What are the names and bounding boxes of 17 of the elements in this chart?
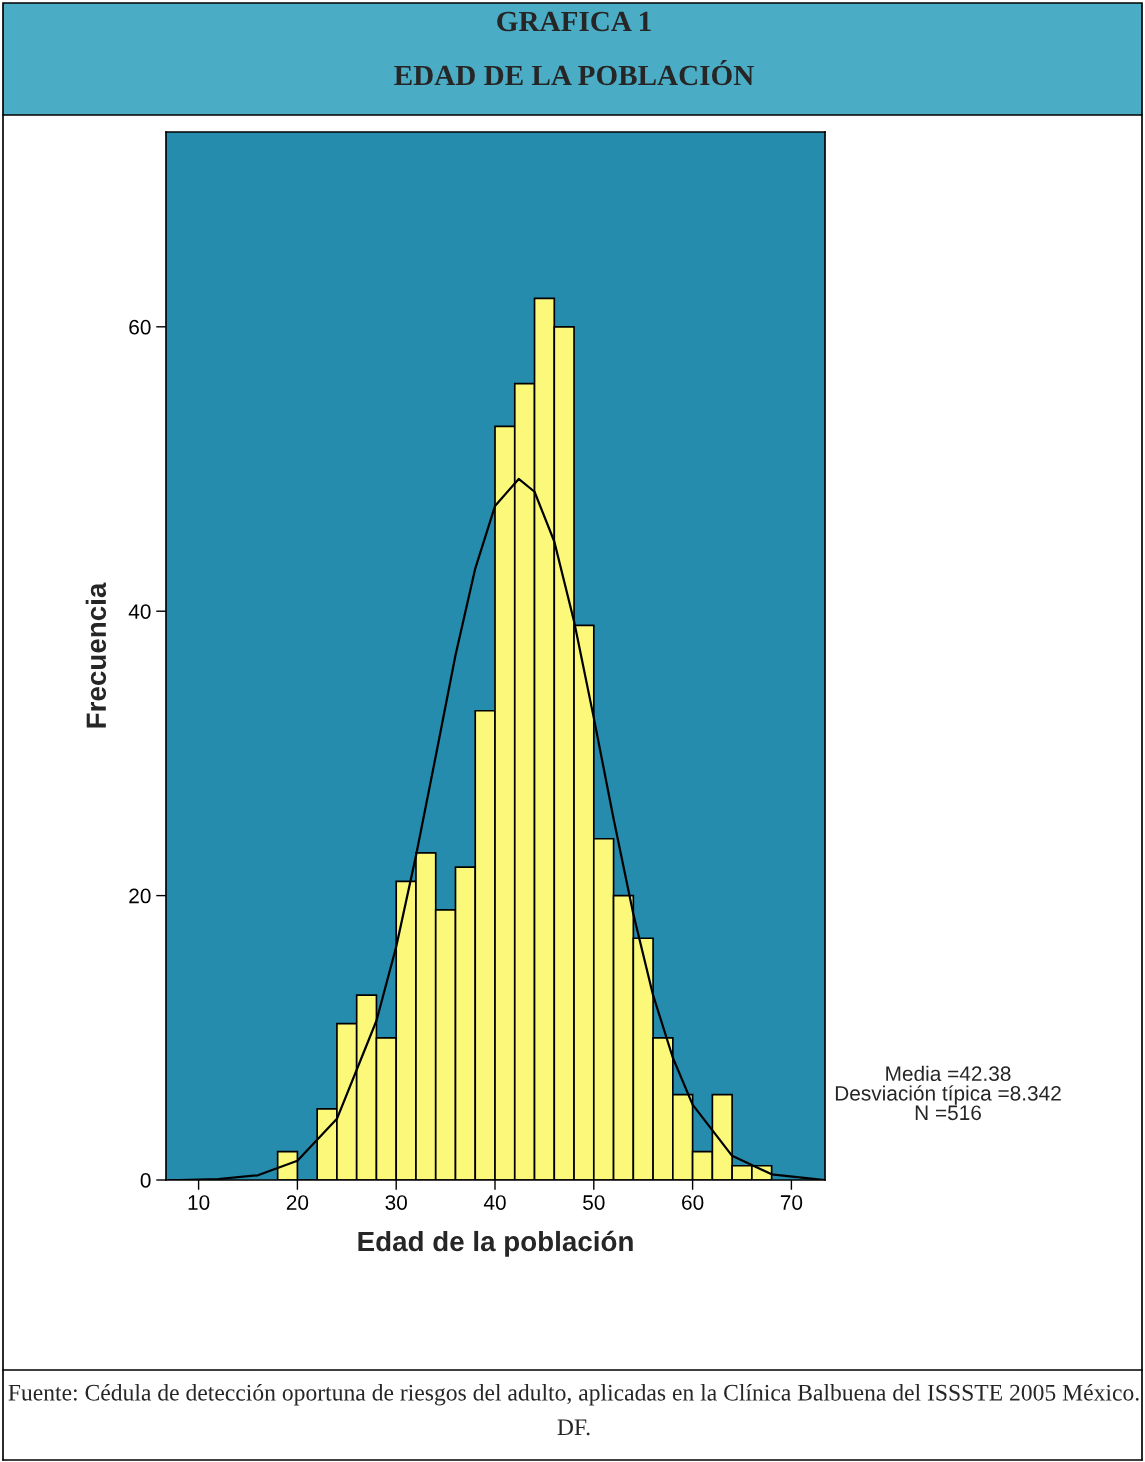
x-tick-label: 40 bbox=[483, 1195, 506, 1210]
source-note: Fuente: Cédula de detección oportuna de riesgos del adulto, aplicadas en la Clínica Balbuena del ISSSTE 2005 México. DF. bbox=[8, 1383, 1139, 1436]
x-tick-label: 10 bbox=[188, 1195, 210, 1210]
x-tick-label: 60 bbox=[682, 1195, 704, 1210]
chart-subtitle: EDAD DE LA POBLACIÓN bbox=[394, 60, 754, 86]
y-tick-label: 40 bbox=[128, 604, 151, 619]
y-tick-label: 60 bbox=[129, 319, 151, 335]
x-tick-label: 20 bbox=[286, 1195, 309, 1210]
y-tick-label: 20 bbox=[129, 888, 151, 904]
x-tick-label: 70 bbox=[780, 1195, 803, 1210]
chart-title: GRAFICA 1 bbox=[497, 11, 651, 32]
text: Media =42.38 Desviación típica =8.342 N =516 bbox=[835, 1065, 1061, 1121]
x-tick-label: 30 bbox=[385, 1195, 407, 1210]
x-axis-title: Edad de la población bbox=[358, 1230, 633, 1257]
y-axis-title: Frecuencia bbox=[85, 582, 107, 728]
x-tick-label: 50 bbox=[583, 1195, 605, 1210]
y-tick-label: 0 bbox=[140, 1173, 151, 1188]
